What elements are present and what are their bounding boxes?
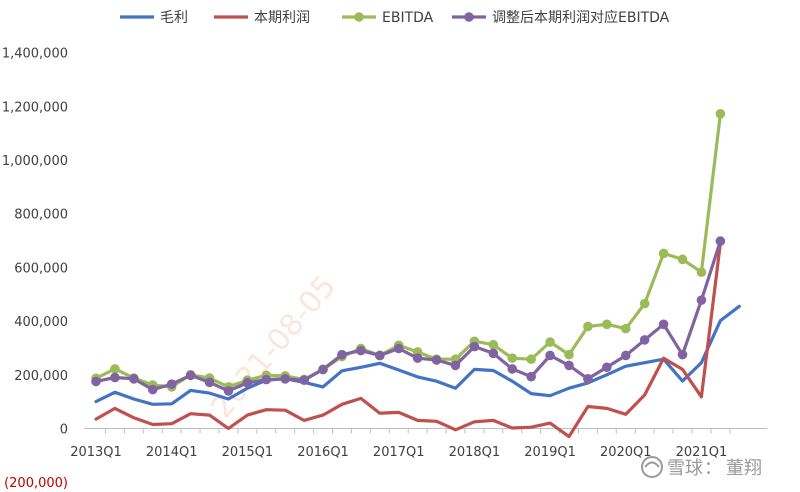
data-point	[129, 374, 139, 384]
data-point	[564, 349, 574, 360]
series-1	[94, 304, 741, 406]
series-4	[91, 236, 726, 396]
x-axis-ticks: 2013Q1 2014Q1 2015Q1 2016Q1 2017Q1 2018Q1 2019…	[70, 445, 727, 460]
legend-item: 调整后本期利润对应EBITDA	[452, 9, 670, 26]
snowball-logo-icon	[641, 456, 663, 478]
legend-marker	[464, 12, 474, 22]
data-point	[469, 341, 480, 352]
data-point	[299, 375, 309, 385]
legend-item: 毛利	[120, 10, 188, 26]
data-point	[147, 384, 158, 395]
legend-label: 本期利润	[254, 10, 310, 26]
data-point	[545, 350, 555, 361]
data-point	[185, 370, 196, 381]
data-point	[91, 376, 101, 387]
data-point	[318, 364, 328, 375]
x-tick-label: 2013Q1	[70, 445, 122, 460]
data-point	[412, 353, 423, 363]
series-3	[91, 109, 726, 392]
watermark-brand: 雪球	[667, 458, 703, 479]
series-line	[94, 241, 722, 439]
data-point	[526, 354, 536, 365]
data-point	[696, 295, 707, 305]
data-point	[658, 319, 669, 330]
data-point	[337, 349, 347, 360]
data-point	[280, 374, 291, 384]
data-point	[583, 374, 593, 384]
watermark-author: 董翔	[726, 458, 762, 479]
legend-item: 本期利润	[214, 10, 310, 26]
data-point	[507, 364, 518, 374]
data-point	[242, 378, 253, 388]
data-point	[677, 349, 688, 360]
y-tick-label: 1,000,000	[2, 154, 68, 169]
data-point	[620, 350, 631, 361]
data-point	[715, 109, 726, 119]
series-lines	[91, 109, 741, 439]
legend-label: EBITDA	[382, 10, 434, 26]
y-tick-label: 1,400,000	[2, 47, 68, 62]
y-tick-label: 1,200,000	[2, 100, 68, 115]
y-tick-label: 800,000	[14, 208, 68, 223]
data-point	[261, 374, 272, 385]
data-point	[715, 236, 726, 246]
y-tick-label: 0	[60, 423, 68, 438]
legend-label: 毛利	[160, 10, 188, 26]
data-point	[375, 350, 385, 361]
data-point	[620, 323, 631, 334]
data-point	[356, 345, 366, 356]
data-point	[488, 339, 499, 350]
data-point	[564, 360, 574, 371]
data-point	[658, 248, 669, 259]
data-point	[166, 379, 177, 389]
data-point	[696, 267, 707, 278]
data-point	[507, 353, 518, 363]
legend-label: 调整后本期利润对应EBITDA	[492, 9, 670, 26]
data-point	[488, 348, 499, 359]
series-2	[94, 241, 722, 439]
data-point	[110, 364, 120, 374]
x-tick-label: 2018Q1	[449, 445, 501, 460]
data-point	[583, 321, 593, 332]
x-tick-label: 2017Q1	[373, 445, 425, 460]
x-tick-label: 2016Q1	[297, 445, 349, 460]
series-line	[94, 112, 722, 389]
data-point	[639, 298, 650, 309]
data-point	[602, 319, 612, 330]
xueqiu-watermark: 雪球 ： 董翔	[641, 456, 762, 479]
data-point	[602, 362, 612, 373]
y-axis-ticks: (200,000) 0 200,000 400,000 600,000 800,000 1,…	[2, 47, 68, 492]
legend: 毛利 本期利润 EBITDA 调整后本期利润对应EBITDA	[120, 9, 670, 26]
x-tick-label: 2021Q1	[676, 445, 728, 460]
data-point	[677, 254, 688, 265]
data-point	[526, 371, 536, 382]
legend-item: EBITDA	[342, 10, 434, 26]
data-point	[110, 372, 120, 383]
x-tick-label: 2020Q1	[600, 445, 652, 460]
series-line	[94, 239, 722, 393]
date-stamp-text: 2021-08-05	[204, 269, 343, 425]
data-point	[431, 355, 442, 365]
legend-marker	[354, 12, 364, 22]
y-tick-label: 200,000	[14, 369, 68, 384]
y-tick-label: 400,000	[14, 315, 68, 330]
data-point	[223, 386, 234, 396]
y-tick-label: 600,000	[14, 261, 68, 276]
y-tick-label: (200,000)	[4, 476, 68, 491]
series-line	[94, 304, 741, 406]
data-point	[545, 337, 555, 347]
date-stamp-watermark: 2021-08-05	[204, 269, 343, 425]
x-tick-label: 2014Q1	[146, 445, 198, 460]
x-tick-label: 2019Q1	[524, 445, 576, 460]
x-tick-label: 2015Q1	[222, 445, 274, 460]
axes	[84, 428, 768, 434]
watermark-separator: ：	[704, 458, 722, 479]
data-point	[204, 377, 215, 388]
data-point	[450, 360, 461, 371]
data-point	[393, 343, 404, 354]
data-point	[639, 335, 650, 345]
